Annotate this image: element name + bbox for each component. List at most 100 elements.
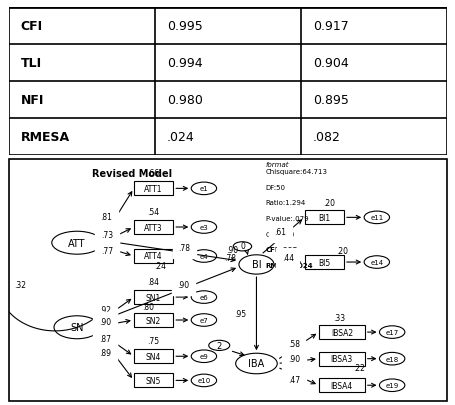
Ellipse shape [235, 353, 277, 374]
Text: .90: .90 [287, 354, 299, 363]
Text: RMSEA:.024: RMSEA:.024 [265, 262, 312, 269]
Text: .84: .84 [147, 277, 159, 286]
Text: .33: .33 [333, 313, 345, 322]
Text: .78: .78 [224, 253, 236, 262]
Text: DF:50: DF:50 [265, 184, 284, 190]
Text: 0.904: 0.904 [312, 57, 348, 70]
Ellipse shape [379, 379, 404, 392]
Text: BI1: BI1 [318, 213, 329, 222]
Text: SN: SN [70, 322, 84, 333]
Text: ATT: ATT [68, 238, 86, 248]
Text: .90: .90 [226, 246, 238, 255]
Text: .024: .024 [167, 131, 194, 144]
Text: Chisquare:64.713: Chisquare:64.713 [265, 168, 327, 175]
Ellipse shape [364, 256, 389, 269]
Ellipse shape [191, 250, 216, 262]
Text: .81: .81 [100, 212, 112, 221]
Text: SN2: SN2 [146, 316, 161, 325]
Text: e3: e3 [199, 224, 208, 230]
Ellipse shape [379, 352, 404, 365]
Text: .32: .32 [14, 281, 26, 290]
Text: 0.994: 0.994 [167, 57, 202, 70]
Ellipse shape [364, 211, 389, 224]
Text: IBSA4: IBSA4 [330, 381, 352, 390]
Text: e17: e17 [384, 329, 398, 335]
Text: .20: .20 [322, 198, 334, 207]
Text: .22: .22 [353, 363, 364, 372]
Text: Revised Model: Revised Model [91, 168, 172, 178]
Ellipse shape [208, 341, 229, 351]
Text: GFI:.979: GFI:.979 [265, 231, 294, 237]
Text: .78: .78 [178, 244, 190, 253]
Text: .59: .59 [175, 290, 186, 296]
Text: SN5: SN5 [146, 376, 161, 385]
Text: 0.895: 0.895 [312, 94, 348, 107]
Text: ATT4: ATT4 [144, 252, 162, 261]
Text: .47: .47 [287, 375, 299, 384]
Text: format: format [265, 161, 288, 167]
FancyBboxPatch shape [304, 211, 343, 225]
Text: e4: e4 [199, 254, 208, 259]
Text: NFI: NFI [21, 94, 44, 107]
Text: TLI: TLI [21, 57, 42, 70]
Ellipse shape [191, 314, 216, 326]
FancyBboxPatch shape [318, 325, 364, 339]
FancyBboxPatch shape [134, 249, 173, 263]
Text: IBSA3: IBSA3 [330, 354, 352, 363]
Text: ATT3: ATT3 [144, 223, 162, 232]
Text: .90: .90 [177, 281, 189, 290]
Text: Ratio:1.294: Ratio:1.294 [265, 200, 305, 206]
Text: .89: .89 [99, 348, 111, 357]
Text: 2: 2 [216, 341, 222, 350]
Text: e10: e10 [197, 377, 210, 384]
Text: e7: e7 [199, 317, 208, 323]
Ellipse shape [54, 316, 100, 339]
Text: P-value:.079: P-value:.079 [265, 215, 308, 222]
Text: CFI: CFI [21, 20, 43, 33]
FancyBboxPatch shape [318, 352, 364, 366]
Text: .75: .75 [147, 337, 159, 345]
Text: e11: e11 [369, 215, 383, 221]
Text: e14: e14 [369, 259, 383, 265]
Text: 0.995: 0.995 [167, 20, 202, 33]
Ellipse shape [191, 221, 216, 234]
Text: .80: .80 [142, 302, 154, 311]
Text: IBSA2: IBSA2 [330, 328, 352, 337]
Ellipse shape [191, 350, 216, 362]
Text: .73: .73 [101, 230, 113, 239]
Text: .87: .87 [99, 335, 111, 343]
Text: e6: e6 [199, 294, 208, 301]
Text: .44: .44 [281, 254, 293, 263]
Ellipse shape [238, 255, 273, 275]
Text: e18: e18 [384, 356, 398, 362]
Text: e9: e9 [199, 354, 208, 359]
FancyBboxPatch shape [134, 220, 173, 234]
Text: 0.980: 0.980 [167, 94, 202, 107]
FancyBboxPatch shape [134, 350, 173, 363]
Text: SN1: SN1 [146, 293, 161, 302]
Text: ATT1: ATT1 [144, 184, 162, 193]
Text: .20: .20 [335, 246, 347, 255]
FancyBboxPatch shape [134, 290, 173, 304]
Text: CFI:.995: CFI:.995 [265, 247, 297, 253]
Ellipse shape [191, 374, 216, 387]
Text: .95: .95 [233, 309, 245, 318]
Text: .082: .082 [312, 131, 340, 144]
Text: IBA: IBA [248, 358, 264, 369]
Text: .58: .58 [287, 339, 299, 349]
Text: 0: 0 [239, 242, 244, 251]
Text: SN4: SN4 [146, 352, 161, 361]
Text: .61: .61 [274, 228, 286, 237]
Text: .54: .54 [147, 207, 159, 216]
Ellipse shape [52, 232, 102, 255]
Text: e1: e1 [199, 186, 208, 192]
FancyBboxPatch shape [134, 313, 173, 327]
Text: .90: .90 [99, 318, 111, 326]
Text: .24: .24 [154, 262, 166, 271]
Text: .92: .92 [99, 305, 111, 314]
Text: BI: BI [251, 260, 261, 270]
Ellipse shape [379, 326, 404, 339]
FancyBboxPatch shape [318, 378, 364, 392]
FancyBboxPatch shape [304, 256, 343, 269]
Text: .77: .77 [101, 246, 113, 255]
